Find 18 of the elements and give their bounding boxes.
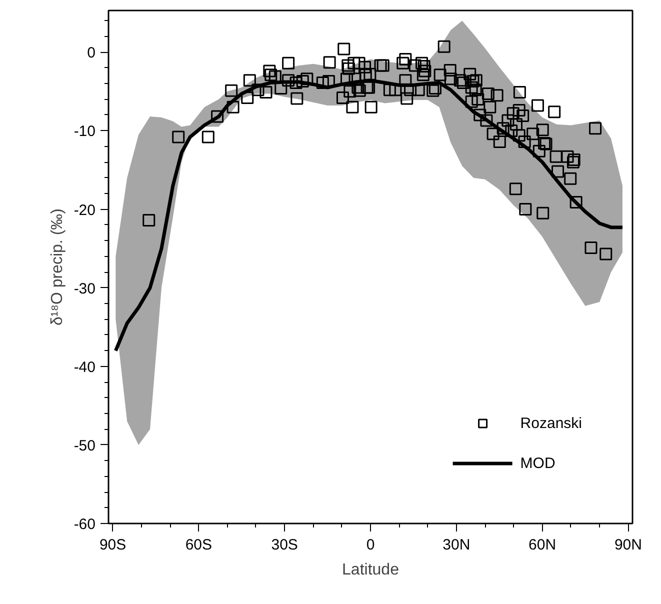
- y-tick-label: -20: [74, 202, 96, 219]
- x-tick-label: 30N: [442, 536, 470, 554]
- x-tick-label: 30S: [271, 536, 298, 554]
- x-tick-label: 60S: [185, 536, 212, 554]
- y-tick-label: -30: [74, 280, 96, 298]
- y-tick-label: -50: [74, 437, 96, 454]
- legend-label: Rozanski: [520, 414, 582, 432]
- x-axis-title: Latitude: [342, 562, 400, 578]
- y-tick-label: -40: [74, 358, 96, 376]
- legend-label: MOD: [520, 454, 556, 472]
- y-tick-label: 0: [87, 44, 96, 62]
- x-tick-label: 0: [366, 536, 375, 554]
- y-tick-label: -10: [74, 123, 96, 140]
- x-tick-label: 90N: [614, 536, 642, 554]
- y-axis-title: δ¹⁸O precip. (‰): [48, 208, 66, 326]
- x-tick-label: 90S: [99, 536, 126, 554]
- y-tick-label: -60: [74, 516, 96, 533]
- x-tick-label: 60N: [528, 536, 556, 554]
